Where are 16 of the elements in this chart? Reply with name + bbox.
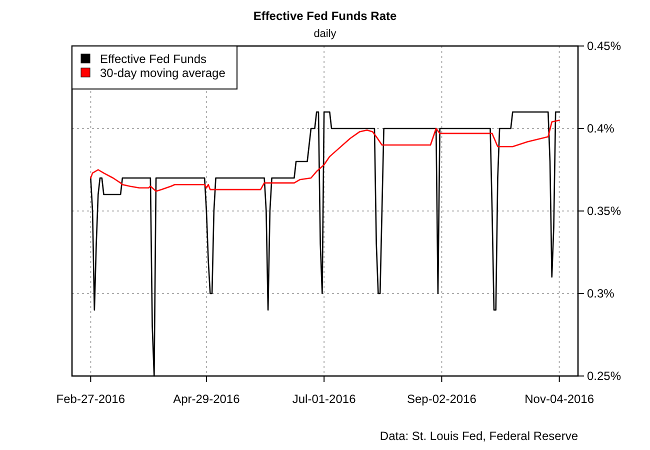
chart-subtitle: daily	[314, 28, 337, 40]
x-tick-label: Apr-29-2016	[173, 392, 240, 406]
line-series	[90, 120, 560, 192]
legend-label: Effective Fed Funds	[100, 52, 206, 66]
legend-label: 30-day moving average	[100, 66, 226, 80]
x-tick-label: Jul-01-2016	[292, 392, 356, 406]
x-tick-label: Feb-27-2016	[56, 392, 126, 406]
y-tick-label: 0.25%	[587, 369, 622, 383]
y-tick-label: 0.3%	[587, 286, 615, 300]
y-tick-label: 0.35%	[587, 204, 622, 218]
y-tick-label: 0.45%	[587, 39, 622, 53]
chart-title: Effective Fed Funds Rate	[253, 9, 397, 23]
x-tick-label: Nov-04-2016	[524, 392, 594, 406]
y-tick-label: 0.4%	[587, 122, 615, 136]
x-tick-label: Sep-02-2016	[407, 392, 477, 406]
text: Data: St. Louis Fed, Federal Reserve	[380, 429, 578, 443]
